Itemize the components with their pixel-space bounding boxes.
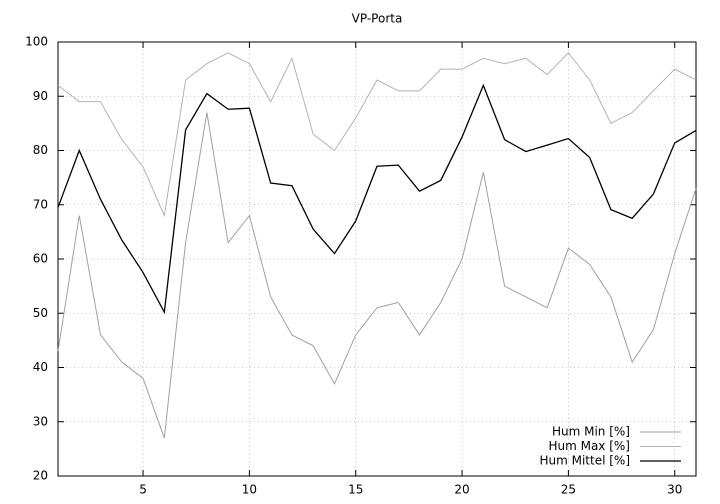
chart-title: VP-Porta [352,12,403,26]
y-tick-label: 30 [33,414,48,428]
y-tick-label: 90 [33,89,48,103]
y-tick-label: 80 [33,143,48,157]
x-tick-label: 20 [454,483,469,497]
legend-label: Hum Max [%] [548,439,630,453]
y-tick-label: 20 [33,469,48,483]
x-tick-label: 15 [348,483,363,497]
x-tick-label: 5 [139,483,147,497]
y-tick-label: 70 [33,197,48,211]
y-tick-label: 100 [25,35,48,49]
y-tick-label: 60 [33,252,48,266]
x-tick-label: 25 [561,483,576,497]
x-tick-label: 30 [667,483,682,497]
y-tick-label: 40 [33,360,48,374]
legend-label: Hum Mittel [%] [539,454,630,468]
series-line [57,52,697,218]
plot-frame [57,41,697,477]
x-tick-label: 10 [242,483,257,497]
y-tick-label: 50 [33,306,48,320]
series-line [57,83,697,315]
series-line [57,112,697,439]
legend-label: Hum Min [%] [552,425,630,439]
